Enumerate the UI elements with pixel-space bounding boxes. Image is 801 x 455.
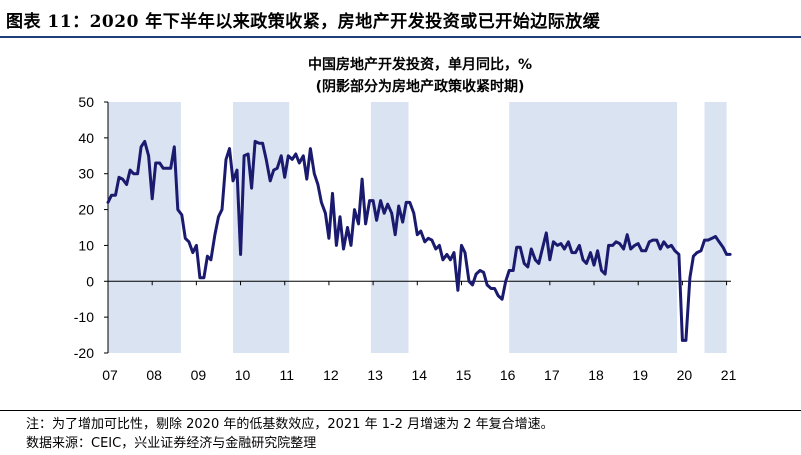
shaded-period-1 — [108, 102, 181, 353]
x-tick-label: 10 — [235, 367, 251, 383]
shaded-period-4 — [509, 102, 678, 353]
y-tick-label: 20 — [78, 202, 94, 218]
y-tick-label: 40 — [78, 130, 94, 146]
chart-subtitle: (阴影部分为房地产政策收紧时期) — [315, 79, 525, 95]
figure-heading: 2020 年下半年以来政策收紧，房地产开发投资或已开始边际放缓 — [89, 12, 601, 32]
x-tick-label: 17 — [544, 367, 560, 383]
axes: -20 -10 0 10 20 30 40 50 07 08 09 10 11 12 13 14 15 16 17 1… — [74, 94, 737, 383]
y-tick-label: 30 — [78, 166, 94, 182]
shaded-period-5 — [704, 102, 727, 353]
x-tick-label: 07 — [102, 367, 118, 383]
figure-title: 图表 11：2020 年下半年以来政策收紧，房地产开发投资或已开始边际放缓 — [6, 7, 600, 32]
footer-rule — [0, 410, 801, 411]
x-tick-label: 11 — [279, 367, 294, 383]
x-tick-label: 08 — [146, 367, 162, 383]
x-tick-label: 21 — [721, 367, 737, 383]
title-rule — [0, 36, 801, 38]
figure-label: 图表 11： — [6, 12, 90, 32]
y-tick-label: 10 — [78, 237, 94, 253]
line-chart: -20 -10 0 10 20 30 40 50 07 08 09 10 11 12 13 14 15 16 17 1… — [74, 94, 737, 383]
x-tick-label: 19 — [632, 367, 648, 383]
chart-title: 中国房地产开发投资，单月同比，% — [307, 57, 533, 73]
x-tick-label: 20 — [677, 367, 693, 383]
footer-source: 数据来源：CEIC，兴业证券经济与金融研究院整理 — [26, 436, 317, 451]
shaded-period-3 — [370, 102, 409, 353]
x-tick-label: 09 — [191, 367, 207, 383]
y-tick-label: 0 — [86, 273, 94, 289]
y-tick-label: 50 — [78, 94, 94, 110]
x-tick-label: 15 — [456, 367, 472, 383]
series-layer — [106, 139, 732, 342]
x-tick-label: 13 — [367, 367, 383, 383]
footer-note: 注：为了增加可比性，剔除 2020 年的低基数效应，2021 年 1-2 月增速… — [26, 417, 554, 432]
y-tick-label: -20 — [74, 345, 94, 361]
x-tick-label: 16 — [500, 367, 516, 383]
series-line-1 — [106, 139, 732, 342]
x-tick-label: 18 — [588, 367, 604, 383]
x-tick-label: 14 — [412, 367, 428, 383]
x-tick-label: 12 — [323, 367, 339, 383]
y-tick-label: -10 — [74, 309, 94, 325]
